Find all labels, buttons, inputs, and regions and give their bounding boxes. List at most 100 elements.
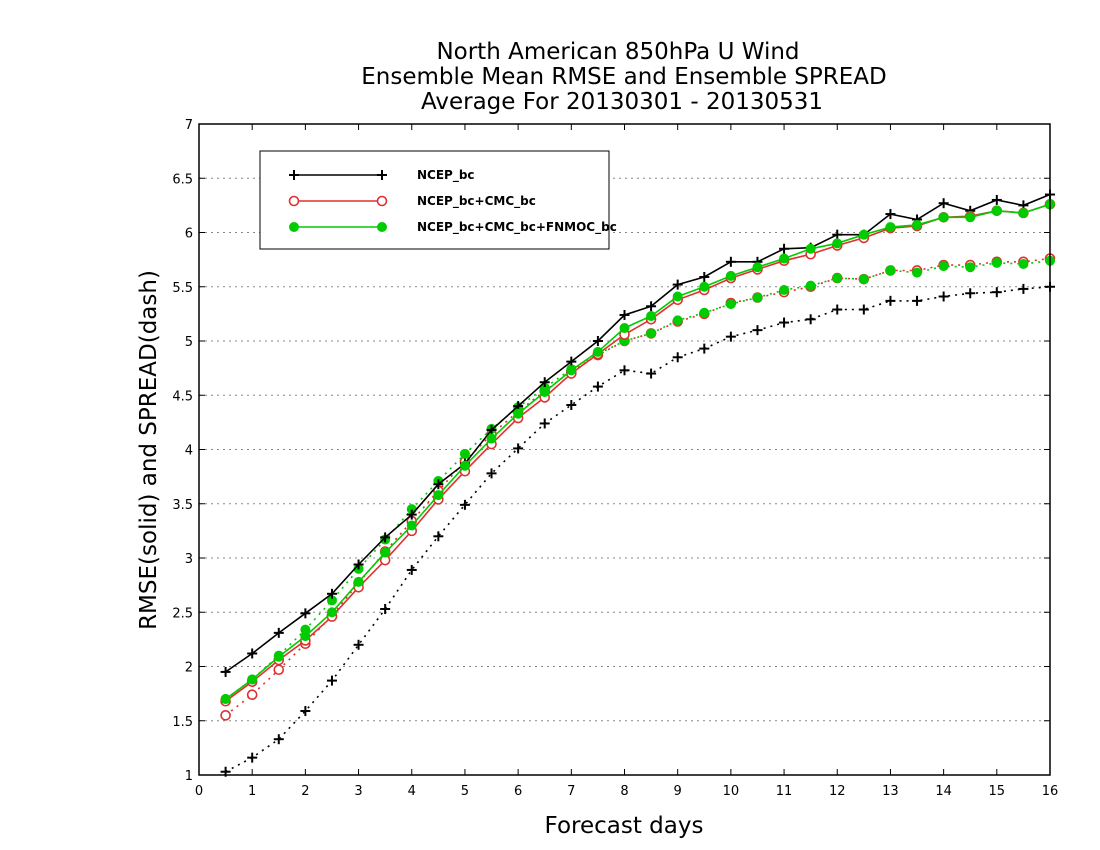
data-point [406, 509, 417, 520]
data-point [539, 377, 550, 388]
chart-title-line-3: Average For 20130301 - 20130531 [421, 89, 823, 115]
data-point [513, 408, 524, 419]
data-point [406, 520, 417, 531]
data-point [433, 479, 444, 490]
data-point [832, 304, 843, 315]
legend-marker [377, 222, 387, 232]
data-point [619, 365, 630, 376]
data-point [539, 386, 550, 397]
series-line [225, 286, 1051, 773]
data-point [832, 273, 843, 284]
x-tick-label: 12 [829, 784, 846, 799]
x-tick-label: 9 [674, 784, 682, 799]
data-point [566, 365, 577, 376]
y-tick-label: 5.5 [172, 281, 193, 296]
data-point [406, 564, 417, 575]
y-tick-label: 7 [185, 118, 193, 133]
series-line [225, 259, 1051, 700]
data-point [779, 253, 790, 264]
chart-title: North American 850hPa U Wind Ensemble Me… [361, 39, 886, 115]
series-spread-3 [220, 281, 1055, 777]
data-point [300, 608, 311, 619]
series-line [225, 203, 1051, 700]
data-point [433, 531, 444, 542]
data-point [991, 205, 1002, 216]
data-point [752, 325, 763, 336]
data-point [885, 265, 896, 276]
x-tick-label: 13 [882, 784, 899, 799]
data-point [965, 262, 976, 273]
legend-marker [376, 195, 388, 207]
data-point [273, 664, 285, 676]
data-point [246, 689, 258, 701]
gridlines [199, 177, 1050, 722]
data-point [725, 299, 736, 310]
data-point [885, 222, 896, 233]
data-point [326, 675, 337, 686]
x-tick-label: 8 [620, 784, 628, 799]
data-point [672, 315, 683, 326]
data-point [1018, 207, 1029, 218]
data-point [459, 460, 470, 471]
data-point [486, 424, 497, 435]
data-point [725, 270, 736, 281]
data-point [965, 288, 976, 299]
data-point [592, 381, 603, 392]
y-axis-label: RMSE(solid) and SPREAD(dash) [136, 270, 162, 630]
x-axis-label: Forecast days [545, 813, 704, 839]
data-point [1018, 258, 1029, 269]
series-spread-4 [220, 253, 1056, 721]
data-point [991, 194, 1002, 205]
x-tick-label: 5 [461, 784, 469, 799]
x-tick-label: 10 [723, 784, 740, 799]
data-point [858, 229, 869, 240]
series-line [225, 203, 1051, 702]
data-point [273, 651, 284, 662]
data-point [752, 292, 763, 303]
data-point [459, 448, 470, 459]
data-point [247, 648, 258, 659]
x-tick-label: 16 [1042, 784, 1059, 799]
x-tick-label: 6 [514, 784, 522, 799]
data-point [779, 285, 790, 296]
data-point [353, 639, 364, 650]
data-point [592, 346, 603, 357]
data-point [779, 317, 790, 328]
data-point [326, 607, 337, 618]
data-point [539, 418, 550, 429]
data-point [858, 304, 869, 315]
x-tick-label: 0 [195, 784, 203, 799]
x-tick-label: 1 [248, 784, 256, 799]
data-point [832, 238, 843, 249]
data-point [672, 291, 683, 302]
legend-label: NCEP_bc [417, 168, 475, 183]
x-tick-label: 14 [935, 784, 952, 799]
data-point [220, 694, 231, 705]
data-point [592, 336, 603, 346]
y-tick-label: 4.5 [172, 389, 193, 404]
data-point [805, 243, 816, 254]
data-point [725, 331, 736, 342]
data-point [566, 356, 577, 367]
y-tick-label: 3.5 [172, 498, 193, 513]
legend-label: NCEP_bc+CMC_bc [417, 194, 536, 209]
y-tick-label: 4 [185, 444, 193, 459]
data-point [885, 295, 896, 306]
data-point [965, 212, 976, 223]
x-tick-label: 15 [989, 784, 1006, 799]
legend-marker [288, 195, 300, 207]
y-tick-label: 2 [185, 661, 193, 676]
data-point [247, 674, 258, 685]
y-tick-label: 1.5 [172, 715, 193, 730]
data-point [619, 309, 630, 320]
y-tick-label: 6 [185, 227, 193, 242]
legend-marker [289, 222, 299, 232]
legend-label: NCEP_bc+CMC_bc+FNMOC_bc [417, 220, 617, 235]
y-axis: 1 1.5 2 2.5 3 3.5 4 4.5 5 5.5 6 6.5 7 [172, 118, 1050, 784]
x-tick-label: 7 [567, 784, 575, 799]
data-point [646, 328, 657, 339]
legend-entry: NCEP_bc+CMC_bc+FNMOC_bc [289, 220, 617, 235]
data-point [885, 209, 896, 220]
legend-entry: NCEP_bc [289, 168, 475, 183]
